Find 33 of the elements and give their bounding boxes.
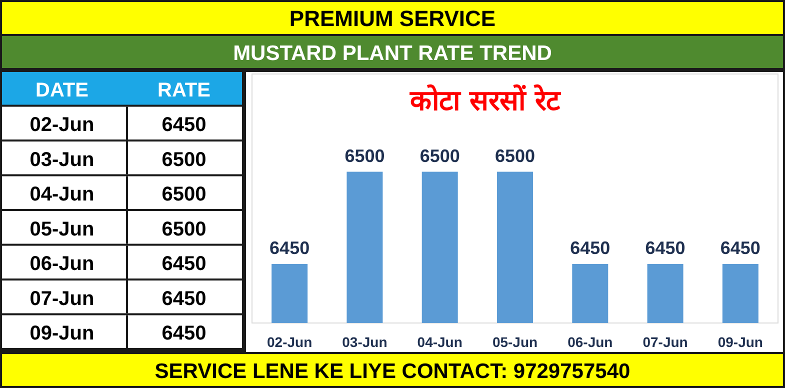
data-label: 6450 xyxy=(270,238,310,258)
data-label: 6450 xyxy=(162,253,206,276)
chart-title: कोटा सरसों रेट xyxy=(408,84,562,117)
data-label: 6450 xyxy=(720,238,760,258)
category-label: 04-Jun xyxy=(30,184,94,206)
category-label: 06-Jun xyxy=(30,253,94,276)
x-tick-label: 09-Jun xyxy=(718,334,763,350)
category-label: 02-Jun xyxy=(30,114,94,136)
x-tick-label: 05-Jun xyxy=(492,334,538,350)
x-tick-label: 06-Jun xyxy=(568,334,613,350)
data-label: 6500 xyxy=(420,146,460,166)
data-label: 6450 xyxy=(570,238,610,258)
x-tick-label: 02-Jun xyxy=(267,334,312,350)
x-tick-label: 03-Jun xyxy=(342,334,388,350)
x-tick-label: 04-Jun xyxy=(417,334,462,350)
text: PREMIUM SERVICE xyxy=(289,6,496,31)
category-label: 03-Jun xyxy=(30,148,94,171)
data-label: 6500 xyxy=(162,184,206,206)
data-label: 6450 xyxy=(162,322,206,345)
data-label: 6450 xyxy=(162,288,206,310)
data-label: 6450 xyxy=(645,238,686,258)
text: DATE xyxy=(36,79,88,102)
data-label: 6450 xyxy=(162,114,206,136)
data-label: 6500 xyxy=(494,146,536,166)
data-label: 6500 xyxy=(162,218,206,240)
data-label: 6500 xyxy=(344,146,385,166)
text: RATE xyxy=(158,79,210,102)
category-label: 05-Jun xyxy=(30,218,94,240)
chart-subtitle: MUSTARD PLANT RATE TREND xyxy=(233,42,552,65)
category-label: 07-Jun xyxy=(30,288,94,310)
x-tick-label: 07-Jun xyxy=(642,334,688,350)
data-label: 6500 xyxy=(162,148,206,171)
text: SERVICE LENE KE LIYE CONTACT: 9729757540 xyxy=(154,360,630,383)
